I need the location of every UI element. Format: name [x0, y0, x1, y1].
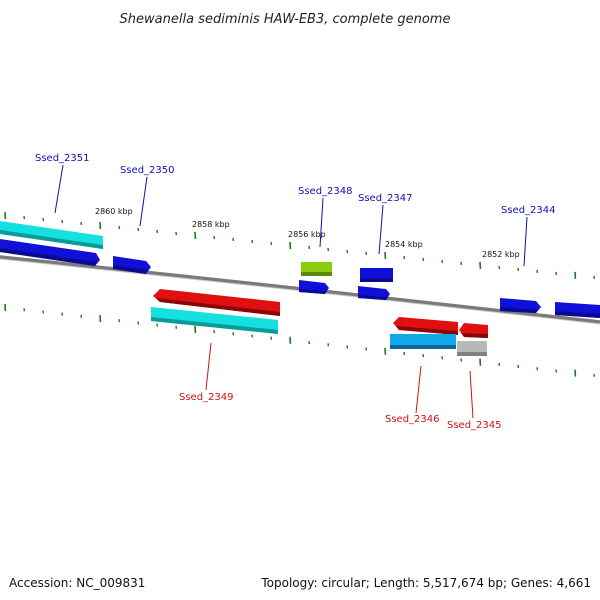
map-title: Shewanella sediminis HAW-EB3, complete g…: [120, 12, 451, 27]
gene-ssed-2349-red-shade: [156, 298, 280, 316]
gene-ssed-2349-cyan-shade: [151, 317, 278, 334]
gene-ssed-2344-a-shade: [500, 307, 538, 313]
gene-label-ssed-2346[interactable]: Ssed_2346: [385, 414, 440, 425]
leader-ssed-2349: [205, 342, 212, 391]
gene-ssed-2350-shade: [113, 265, 148, 274]
leader-ssed-2351: [54, 164, 64, 214]
accession-text: Accession: NC_009831: [9, 576, 145, 590]
bottom-tick-track: [4, 304, 596, 377]
leader-ssed-2344: [523, 216, 528, 267]
gene-label-ssed-2348[interactable]: Ssed_2348: [298, 186, 353, 197]
kbp-label-2856: 2856 kbp: [288, 230, 326, 239]
gene-ssed-2346-red-shade: [396, 326, 458, 335]
kbp-label-2858: 2858 kbp: [192, 220, 230, 229]
top-tick-track: [4, 211, 596, 279]
gene-ssed-2348-lime-shade: [301, 272, 332, 276]
gene-ssed-2347-a-shade: [360, 278, 393, 282]
gene-ssed-2346-lightblue-shade: [390, 345, 456, 349]
gene-ssed-2344-b-shade: [555, 311, 600, 318]
gene-label-ssed-2345[interactable]: Ssed_2345: [447, 420, 502, 431]
gene-label-ssed-2349[interactable]: Ssed_2349: [179, 392, 234, 403]
kbp-label-2852: 2852 kbp: [482, 250, 520, 259]
genome-summary-text: Topology: circular; Length: 5,517,674 bp…: [260, 576, 591, 590]
gene-label-ssed-2351[interactable]: Ssed_2351: [35, 153, 90, 164]
gene-label-ssed-2347[interactable]: Ssed_2347: [358, 193, 413, 204]
gene-label-ssed-2344[interactable]: Ssed_2344: [501, 205, 556, 216]
leader-ssed-2345: [469, 370, 474, 419]
leader-ssed-2350: [139, 176, 148, 227]
gene-ssed-2351-blue-shade: [0, 248, 97, 266]
gene-ssed-2348-blue-shade: [299, 289, 327, 294]
gene-label-ssed-2350[interactable]: Ssed_2350: [120, 165, 175, 176]
gene-ssed-2345-gray-shade: [457, 352, 487, 356]
gene-ssed-2351-cyan-shade: [0, 230, 103, 249]
gene-ssed-2345-red-shade: [461, 333, 488, 338]
gene-ssed-2347-b-shade: [358, 295, 388, 300]
kbp-label-2854: 2854 kbp: [385, 240, 423, 249]
leader-ssed-2347: [378, 204, 384, 255]
leader-ssed-2348: [319, 197, 324, 248]
kbp-label-2860: 2860 kbp: [95, 207, 133, 216]
leader-ssed-2346: [415, 365, 422, 414]
